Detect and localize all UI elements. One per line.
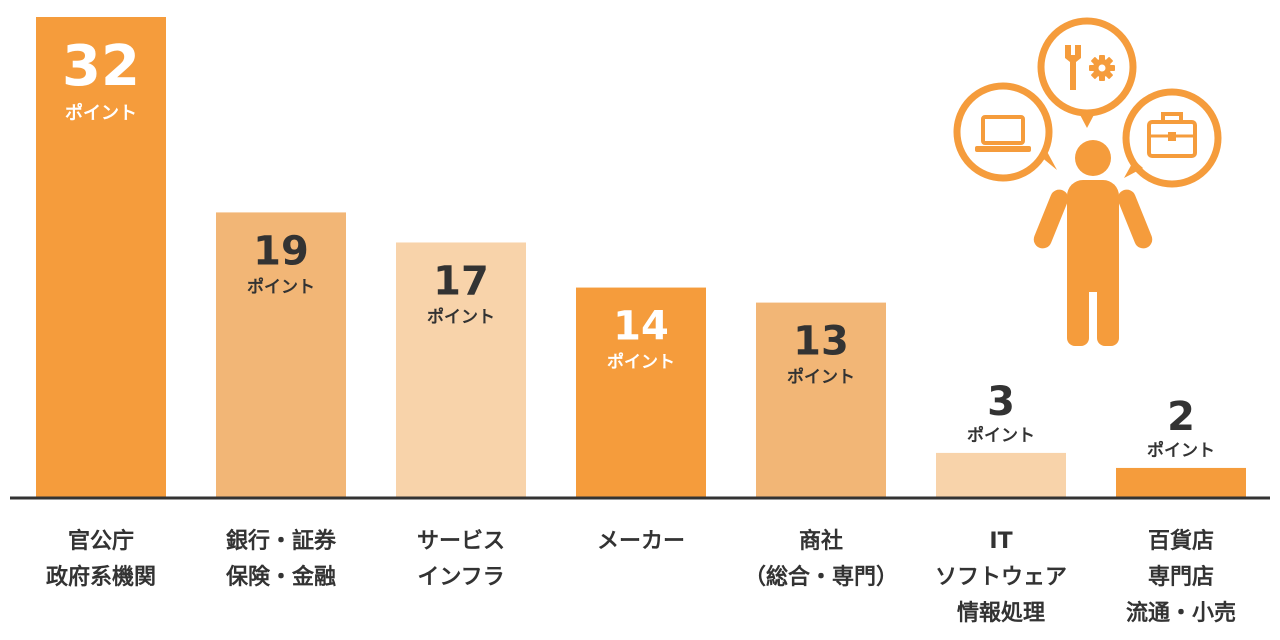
tools-icon	[1065, 45, 1115, 90]
category-label-7-line-3: 流通・小売	[1126, 600, 1236, 626]
value-label-3: 17	[433, 258, 489, 304]
bars-layer	[36, 17, 1246, 498]
person-icon	[1033, 140, 1153, 346]
bar-5	[756, 302, 886, 498]
unit-label-3: ポイント	[427, 306, 495, 327]
briefcase-bubble	[1122, 88, 1222, 188]
value-label-1: 32	[62, 34, 140, 99]
category-label-4-line-1: メーカー	[597, 529, 685, 554]
tools-bubble	[1037, 17, 1137, 128]
bar-1	[36, 17, 166, 498]
unit-label-4: ポイント	[607, 352, 675, 373]
value-label-2: 19	[253, 228, 309, 274]
category-label-2-line-1: 銀行・証券	[226, 528, 337, 554]
category-label-3-line-2: インフラ	[417, 565, 504, 590]
value-label-6: 3	[987, 379, 1015, 425]
category-label-7-line-1: 百貨店	[1148, 528, 1214, 554]
category-label-6-line-3: 情報処理	[957, 600, 1045, 626]
bar-6	[936, 452, 1066, 498]
bar-7	[1116, 467, 1246, 498]
laptop-bubble	[953, 82, 1057, 182]
career-illustration	[953, 17, 1222, 346]
value-label-4: 14	[613, 304, 669, 350]
bar-2	[216, 212, 346, 498]
value-label-5: 13	[793, 319, 849, 365]
bar-4	[576, 287, 706, 498]
category-label-6-line-2: ソフトウェア	[935, 565, 1067, 590]
briefcase-icon	[1147, 112, 1197, 158]
category-label-5-line-1: 商社	[799, 528, 843, 554]
bar-3	[396, 242, 526, 498]
unit-label-6: ポイント	[967, 425, 1035, 446]
value-label-7: 2	[1167, 394, 1195, 440]
unit-label-7: ポイント	[1147, 440, 1215, 461]
category-label-7-line-2: 専門店	[1148, 565, 1214, 590]
category-label-2-line-2: 保険・金融	[225, 564, 336, 590]
category-label-1-line-2: 政府系機関	[46, 564, 156, 590]
category-label-1-line-1: 官公庁	[68, 528, 134, 554]
category-label-3-line-1: サービス	[417, 529, 505, 554]
laptop-icon	[975, 115, 1031, 152]
unit-label-1: ポイント	[65, 102, 137, 124]
unit-label-2: ポイント	[247, 276, 315, 297]
category-label-5-line-2: （総合・専門）	[744, 564, 898, 590]
category-label-6-line-1: IT	[989, 529, 1012, 554]
unit-label-5: ポイント	[787, 367, 855, 388]
